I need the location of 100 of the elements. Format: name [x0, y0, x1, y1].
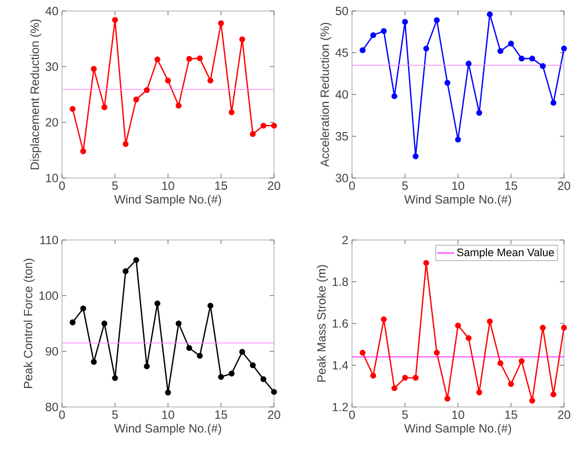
point — [218, 20, 224, 26]
point — [518, 56, 525, 62]
point — [196, 352, 203, 359]
y-tick-label: 1.2 — [332, 402, 348, 412]
y-axis-title: Displacement Reduction (%) — [30, 20, 42, 170]
point — [250, 131, 256, 137]
y-tick-label: 50 — [336, 6, 348, 16]
point — [80, 306, 86, 312]
x-tick-label: 20 — [268, 182, 280, 190]
y-tick-label: 10 — [46, 174, 58, 182]
point — [165, 78, 171, 84]
y-tick-label: 45 — [335, 48, 348, 57]
point — [508, 40, 514, 46]
point — [561, 46, 567, 52]
y-tick-label: 110 — [40, 236, 58, 244]
point — [455, 322, 461, 329]
y-tick-label: 1.8 — [332, 278, 348, 286]
point — [508, 381, 514, 387]
point — [176, 320, 182, 326]
point — [466, 60, 472, 67]
point — [466, 335, 472, 342]
point — [360, 47, 366, 54]
point — [228, 109, 235, 116]
x-tick-label: 10 — [452, 410, 464, 419]
x-tick-label: 0 — [349, 182, 355, 190]
point — [550, 100, 556, 106]
point — [380, 28, 387, 34]
x-tick-label: 15 — [505, 182, 518, 190]
y-tick-label: 35 — [336, 132, 348, 140]
x-tick-label: 15 — [215, 410, 228, 419]
y-tick-label: 30 — [46, 62, 58, 71]
y-axis-title: Peak Mass Stroke (m) — [316, 265, 328, 382]
point — [250, 362, 256, 368]
point — [391, 93, 398, 100]
y-tick-label: 40 — [45, 6, 58, 16]
y-tick-label: 100 — [39, 291, 58, 300]
x-tick-label: 15 — [215, 182, 228, 190]
point — [444, 80, 450, 86]
point — [154, 300, 160, 306]
point — [380, 316, 387, 322]
point — [165, 390, 171, 396]
y-tick-label: 2 — [342, 236, 348, 244]
x-tick-label: 0 — [349, 410, 355, 419]
x-tick-label: 10 — [452, 182, 464, 190]
point — [207, 78, 214, 84]
x-tick-label: 15 — [505, 410, 518, 419]
point — [402, 18, 408, 25]
y-tick-label: 1.4 — [332, 361, 348, 370]
point — [370, 372, 376, 379]
point — [70, 106, 76, 112]
y-tick-label: 1.6 — [332, 319, 348, 328]
point — [391, 385, 398, 392]
point — [80, 148, 86, 154]
point — [402, 374, 408, 381]
point — [434, 17, 440, 24]
point — [561, 324, 567, 331]
point — [144, 363, 150, 370]
point — [154, 56, 160, 62]
point — [423, 46, 430, 52]
point — [444, 396, 450, 402]
point — [455, 136, 461, 143]
point — [186, 56, 192, 62]
point — [476, 110, 482, 116]
legend-label: Sample Mean Value — [457, 248, 554, 258]
point — [133, 96, 140, 102]
point — [133, 257, 140, 263]
point — [239, 348, 246, 355]
x-tick-label: 20 — [558, 410, 570, 419]
point — [529, 56, 536, 62]
point — [196, 55, 203, 62]
x-axis-title: Wind Sample No.(#) — [114, 194, 222, 206]
point — [122, 141, 129, 147]
y-tick-label: 80 — [46, 402, 58, 412]
point — [486, 318, 493, 324]
x-tick-label: 0 — [59, 410, 65, 419]
x-tick-label: 0 — [59, 182, 65, 190]
point — [360, 350, 366, 356]
point — [529, 398, 536, 404]
point — [497, 360, 504, 366]
x-tick-label: 5 — [112, 182, 118, 190]
point — [486, 11, 493, 18]
y-tick-label: 30 — [336, 174, 348, 182]
x-tick-label: 5 — [402, 182, 408, 190]
point — [70, 319, 76, 326]
point — [144, 87, 150, 93]
x-axis-title: Wind Sample No.(#) — [114, 424, 222, 435]
point — [540, 324, 546, 331]
point — [218, 374, 224, 380]
y-tick-label: 90 — [46, 347, 58, 356]
point — [271, 389, 277, 395]
x-tick-label: 5 — [402, 410, 408, 419]
x-axis-title: Wind Sample No.(#) — [404, 424, 512, 435]
x-axis-title: Wind Sample No.(#) — [404, 194, 512, 206]
point — [122, 268, 129, 274]
point — [239, 36, 246, 42]
point — [476, 389, 482, 396]
x-tick-label: 10 — [162, 410, 174, 419]
point — [518, 358, 525, 364]
point — [112, 375, 118, 381]
point — [271, 122, 277, 129]
